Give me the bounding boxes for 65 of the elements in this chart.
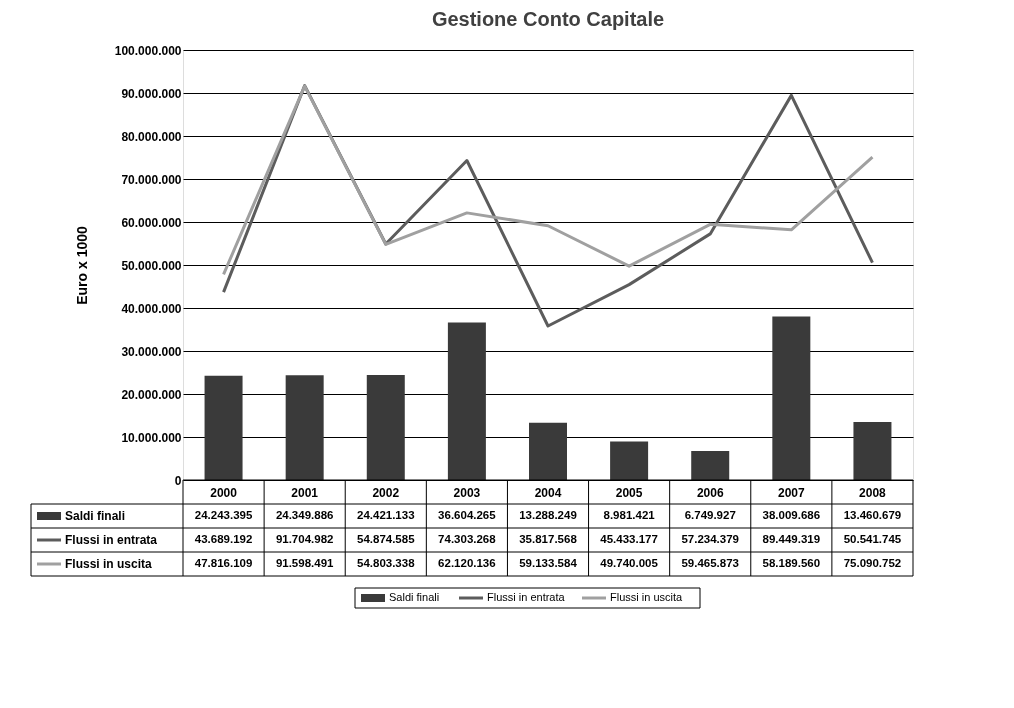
line-series bbox=[222, 84, 874, 276]
data-label: 8.981.421 bbox=[603, 509, 656, 521]
legend-label: Flussi in uscita bbox=[65, 557, 153, 571]
text: Saldi finali bbox=[389, 591, 440, 603]
data-label: 36.604.265 bbox=[438, 509, 497, 521]
bar bbox=[610, 441, 649, 480]
data-label: 35.817.568 bbox=[519, 533, 578, 545]
data-label: 75.090.752 bbox=[843, 557, 902, 569]
y-tick-label: 60.000.000 bbox=[121, 215, 182, 230]
data-label: 43.689.192 bbox=[194, 533, 253, 545]
data-label: 49.740.005 bbox=[600, 557, 659, 569]
y-tick-label: 10.000.000 bbox=[121, 430, 182, 445]
data-label: 59.133.584 bbox=[519, 557, 578, 569]
data-label: 50.541.745 bbox=[843, 533, 902, 545]
text: Flussi in entrata bbox=[487, 591, 565, 603]
data-label: 24.243.395 bbox=[194, 509, 253, 521]
data-label: 74.303.268 bbox=[438, 533, 497, 545]
y-tick-label: 80.000.000 bbox=[121, 129, 182, 144]
data-label: 13.460.679 bbox=[843, 509, 902, 521]
x-tick-label: 2007 bbox=[777, 485, 805, 500]
x-tick-label: 2008 bbox=[859, 485, 887, 500]
legend-label: Saldi finali bbox=[65, 509, 126, 523]
data-label: 91.598.491 bbox=[275, 557, 335, 569]
bar bbox=[529, 422, 567, 480]
bar bbox=[366, 374, 405, 480]
data-label: 47.816.109 bbox=[194, 557, 253, 569]
bar bbox=[853, 422, 892, 480]
x-tick-label: 2004 bbox=[534, 485, 562, 500]
bar bbox=[204, 375, 243, 480]
data-label: 54.803.338 bbox=[357, 557, 416, 569]
data-label: 24.421.133 bbox=[357, 509, 415, 521]
data-label: 91.704.982 bbox=[275, 533, 334, 545]
x-tick-label: 2001 bbox=[291, 485, 319, 500]
data-label: 24.349.886 bbox=[275, 509, 334, 521]
y-tick-label: 50.000.000 bbox=[121, 258, 182, 273]
bar bbox=[285, 375, 324, 480]
bar bbox=[772, 316, 811, 480]
data-label: 38.009.686 bbox=[762, 509, 821, 521]
y-tick-label: 100.000.000 bbox=[114, 43, 182, 58]
x-tick-label: 2006 bbox=[696, 485, 724, 500]
bar bbox=[691, 450, 730, 480]
data-label: 57.234.379 bbox=[681, 533, 739, 545]
data-label: 45.433.177 bbox=[600, 533, 658, 545]
y-tick-label: 40.000.000 bbox=[121, 301, 182, 316]
y-tick-label: 0 bbox=[174, 473, 182, 488]
data-label: 13.288.249 bbox=[519, 509, 577, 521]
data-label: 59.465.873 bbox=[681, 557, 739, 569]
data-label: 6.749.927 bbox=[684, 509, 736, 521]
x-tick-label: 2002 bbox=[372, 485, 400, 500]
y-axis-title: Euro x 1000 bbox=[73, 225, 90, 305]
legend-label: Flussi in entrata bbox=[65, 533, 158, 547]
data-label: 89.449.319 bbox=[762, 533, 821, 545]
y-tick-label: 30.000.000 bbox=[121, 344, 182, 359]
y-tick-label: 90.000.000 bbox=[121, 86, 182, 101]
text: Flussi in uscita bbox=[610, 591, 683, 603]
data-label: 62.120.136 bbox=[438, 557, 496, 569]
x-tick-label: 2000 bbox=[210, 485, 238, 500]
data-label: 54.874.585 bbox=[357, 533, 416, 545]
bar bbox=[447, 322, 486, 480]
x-tick-label: 2003 bbox=[453, 485, 481, 500]
y-tick-label: 20.000.000 bbox=[121, 387, 182, 402]
y-tick-label: 70.000.000 bbox=[121, 172, 182, 187]
chart-title: Gestione Conto Capitale bbox=[431, 8, 665, 30]
x-tick-label: 2005 bbox=[615, 485, 643, 500]
data-label: 58.189.560 bbox=[762, 557, 821, 569]
